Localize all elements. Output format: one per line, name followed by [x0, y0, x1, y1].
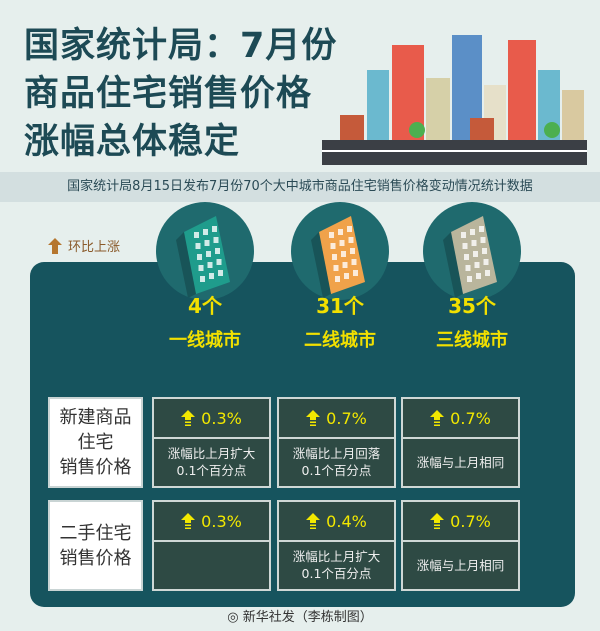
credit-footer: ◎ 新华社发（李栋制图） — [227, 610, 373, 625]
arrow-up-icon — [306, 410, 321, 426]
tier-name: 二线城市 — [304, 330, 376, 351]
change-note: 涨幅比上月扩大 0.1个百分点 — [292, 549, 381, 581]
table-cell: 0.7% 涨幅与上月相同 — [401, 500, 520, 591]
tier-name: 一线城市 — [169, 330, 241, 351]
row-label: 二手住宅 销售价格 — [48, 500, 143, 591]
table-cell: 0.3% — [152, 500, 271, 591]
arrow-up-icon — [181, 513, 196, 529]
building-icon — [423, 202, 521, 300]
value-row: 0.7% — [403, 399, 518, 439]
city-illustration — [322, 35, 587, 165]
change-note — [154, 542, 269, 588]
tier-name: 三线城市 — [436, 330, 508, 351]
arrow-up-icon — [181, 410, 196, 426]
change-note: 涨幅与上月相同 — [416, 557, 505, 573]
page-title: 国家统计局：7月份 商品住宅销售价格 涨幅总体稳定 — [24, 26, 338, 162]
value-row: 0.3% — [154, 399, 269, 439]
value-row: 0.7% — [403, 502, 518, 542]
table-cell: 0.3% 涨幅比上月扩大 0.1个百分点 — [152, 397, 271, 488]
arrow-up-icon — [48, 237, 62, 254]
value-row: 0.3% — [154, 502, 269, 542]
arrow-up-icon — [430, 513, 445, 529]
legend: 环比上涨 — [48, 236, 120, 255]
arrow-up-icon — [306, 513, 321, 529]
tier-count: 4个 — [188, 294, 222, 318]
value-row: 0.7% — [279, 399, 394, 439]
subtitle-banner: 国家统计局8月15日发布7月份70个大中城市商品住宅销售价格变动情况统计数据 — [0, 172, 600, 202]
table-cell: 0.4% 涨幅比上月扩大 0.1个百分点 — [277, 500, 396, 591]
table-cell: 0.7% 涨幅与上月相同 — [401, 397, 520, 488]
tier-count: 35个 — [448, 294, 496, 318]
change-note: 涨幅与上月相同 — [416, 454, 505, 470]
change-note: 涨幅比上月回落 0.1个百分点 — [292, 446, 381, 478]
building-icon — [291, 202, 389, 300]
building-icon — [156, 202, 254, 300]
tier-count: 31个 — [316, 294, 364, 318]
arrow-up-icon — [430, 410, 445, 426]
value-row: 0.4% — [279, 502, 394, 542]
row-label: 新建商品 住宅 销售价格 — [48, 397, 143, 488]
change-note: 涨幅比上月扩大 0.1个百分点 — [167, 446, 256, 478]
table-cell: 0.7% 涨幅比上月回落 0.1个百分点 — [277, 397, 396, 488]
